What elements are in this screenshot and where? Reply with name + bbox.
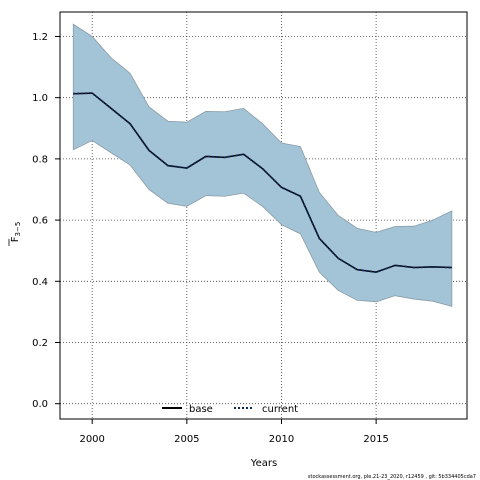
svg-text:F3−5: F3−5 bbox=[10, 222, 22, 243]
y-axis-title-sub: 3−5 bbox=[14, 222, 22, 237]
x-tick-label: 2005 bbox=[174, 434, 199, 445]
y-axis-title: F3−5 bbox=[8, 222, 22, 246]
y-tick-label: 1.2 bbox=[32, 32, 48, 43]
x-tick-label: 2010 bbox=[269, 434, 294, 445]
legend-label-current: current bbox=[262, 404, 298, 415]
series-line-base bbox=[73, 92, 452, 273]
x-tick-label: 2000 bbox=[79, 434, 104, 445]
y-tick-label: 0.4 bbox=[32, 277, 48, 288]
y-tick-label: 1.0 bbox=[32, 93, 48, 104]
x-axis-title: Years bbox=[250, 458, 277, 469]
y-axis-title-main: F bbox=[10, 236, 21, 242]
confidence-band-layer bbox=[72, 23, 453, 307]
series-layer bbox=[73, 92, 452, 274]
plot-frame bbox=[59, 11, 468, 420]
confidence-band bbox=[72, 23, 453, 307]
footer-note: stockassessment.org, ple.21-23_2020, r12… bbox=[308, 474, 476, 480]
legend: base current bbox=[162, 404, 298, 415]
y-axis: 0.0 0.2 0.4 0.6 0.8 1.0 1.2 bbox=[32, 32, 60, 410]
x-tick-label: 2015 bbox=[363, 434, 388, 445]
legend-label-base: base bbox=[189, 404, 213, 415]
y-tick-label: 0.6 bbox=[32, 216, 48, 227]
x-axis: 2000 2005 2010 2015 bbox=[79, 419, 389, 445]
y-tick-label: 0.0 bbox=[32, 399, 48, 410]
y-tick-label: 0.8 bbox=[32, 154, 48, 165]
y-tick-label: 0.2 bbox=[32, 338, 48, 349]
